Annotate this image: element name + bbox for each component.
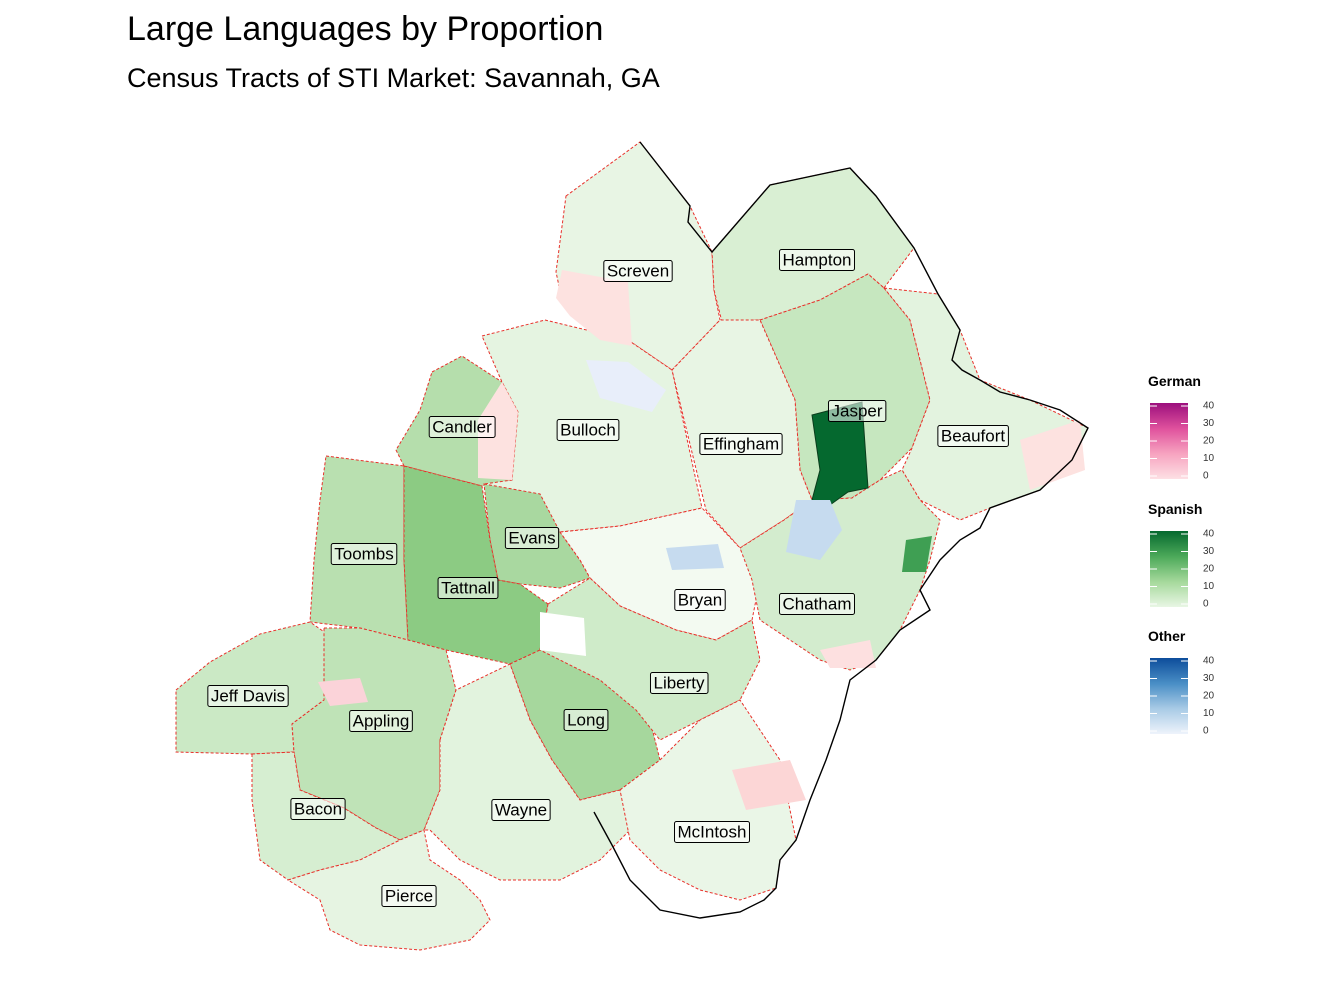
legend-title-german: German xyxy=(1148,373,1201,389)
legend-tick-label-spanish: 0 xyxy=(1203,599,1209,610)
county-label-mcintosh: McIntosh xyxy=(678,822,747,841)
county-label-box-jasper xyxy=(827,399,887,422)
county-label-box-bacon xyxy=(290,797,346,820)
county-label-screven: Screven xyxy=(607,261,669,280)
county-label-pierce: Pierce xyxy=(385,886,433,905)
county-label-toombs: Toombs xyxy=(334,544,394,563)
effingham-other-tract xyxy=(786,500,842,560)
bryan-other-tract xyxy=(666,544,724,570)
county-label-box-mcintosh xyxy=(674,820,750,843)
legend-tick-label-other: 40 xyxy=(1203,656,1215,667)
legend-tick-label-spanish: 40 xyxy=(1203,529,1215,540)
county-label-evans: Evans xyxy=(508,528,555,547)
county-label-hampton: Hampton xyxy=(783,250,852,269)
county-label-box-beaufort xyxy=(937,424,1009,447)
county-label-bacon: Bacon xyxy=(294,799,342,818)
county-label-bulloch: Bulloch xyxy=(560,420,616,439)
county-liberty xyxy=(539,577,761,741)
mcintosh-german-tract xyxy=(732,760,806,810)
county-label-box-wayne xyxy=(491,798,551,821)
legend-tick-label-german: 40 xyxy=(1203,401,1215,412)
county-label-box-jeff-davis xyxy=(207,684,289,707)
county-jasper xyxy=(759,273,931,501)
screven-german-tract xyxy=(556,270,632,346)
legend-title-other: Other xyxy=(1148,628,1186,644)
legend-tick-label-other: 10 xyxy=(1203,708,1215,719)
legend-tick-label-other: 30 xyxy=(1203,673,1215,684)
legend-group: German 40 30 20 10 0 Spanish 40 30 20 10 0 Other 40 30… xyxy=(1148,373,1215,737)
county-label-wayne: Wayne xyxy=(495,800,547,819)
county-label-box-candler xyxy=(428,415,496,438)
county-label-box-effingham xyxy=(699,432,783,455)
county-label-box-tattnall xyxy=(437,576,499,599)
county-label-candler: Candler xyxy=(432,417,492,436)
coastline xyxy=(593,141,1089,919)
chatham-german-tract xyxy=(820,640,876,668)
county-label-jeff-davis: Jeff Davis xyxy=(211,686,285,705)
county-label-box-long xyxy=(563,708,609,731)
county-wayne xyxy=(423,663,631,881)
county-label-liberty: Liberty xyxy=(653,673,705,692)
legend-tick-label-german: 10 xyxy=(1203,453,1215,464)
county-label-box-liberty xyxy=(649,671,709,694)
county-label-box-appling xyxy=(349,709,413,732)
county-label-appling: Appling xyxy=(353,711,410,730)
county-label-beaufort: Beaufort xyxy=(941,426,1006,445)
county-chatham xyxy=(739,469,941,671)
legend-tick-label-other: 20 xyxy=(1203,691,1215,702)
bryan-white-tract xyxy=(540,612,586,656)
county-label-long: Long xyxy=(567,710,605,729)
county-labels: Screven Hampton Jasper Beaufort Candler Bullo… xyxy=(207,248,1009,907)
chatham-dark-tract xyxy=(902,536,932,572)
legend-tick-label-other: 0 xyxy=(1203,726,1209,737)
county-label-box-toombs xyxy=(330,542,398,565)
legend-tick-label-german: 0 xyxy=(1203,471,1209,482)
legend-tick-label-spanish: 10 xyxy=(1203,581,1215,592)
legend-tick-label-spanish: 30 xyxy=(1203,546,1215,557)
county-label-box-chatham xyxy=(779,592,855,615)
highlight-tracts xyxy=(318,270,1085,810)
county-label-box-screven xyxy=(603,259,673,282)
county-label-box-bryan xyxy=(674,588,726,611)
county-label-effingham: Effingham xyxy=(703,434,779,453)
candler-german-tract xyxy=(478,382,518,480)
county-label-chatham: Chatham xyxy=(783,594,852,613)
appling-german-tract xyxy=(318,678,368,706)
chart-subtitle: Census Tracts of STI Market: Savannah, G… xyxy=(127,63,660,93)
beaufort-german-tract xyxy=(1020,420,1085,490)
county-label-box-bulloch xyxy=(556,418,620,441)
chart-title: Large Languages by Proportion xyxy=(127,10,604,48)
legend-title-spanish: Spanish xyxy=(1148,501,1202,517)
county-label-box-pierce xyxy=(381,884,437,907)
legend-tick-label-german: 20 xyxy=(1203,436,1215,447)
county-label-bryan: Bryan xyxy=(678,590,722,609)
bulloch-other-tract xyxy=(586,360,666,412)
county-label-tattnall: Tattnall xyxy=(441,578,495,597)
county-label-jasper: Jasper xyxy=(831,401,882,420)
county-label-box-hampton xyxy=(779,248,855,271)
county-label-box-evans xyxy=(504,526,560,549)
legend-tick-label-spanish: 20 xyxy=(1203,564,1215,575)
legend-tick-label-german: 30 xyxy=(1203,418,1215,429)
